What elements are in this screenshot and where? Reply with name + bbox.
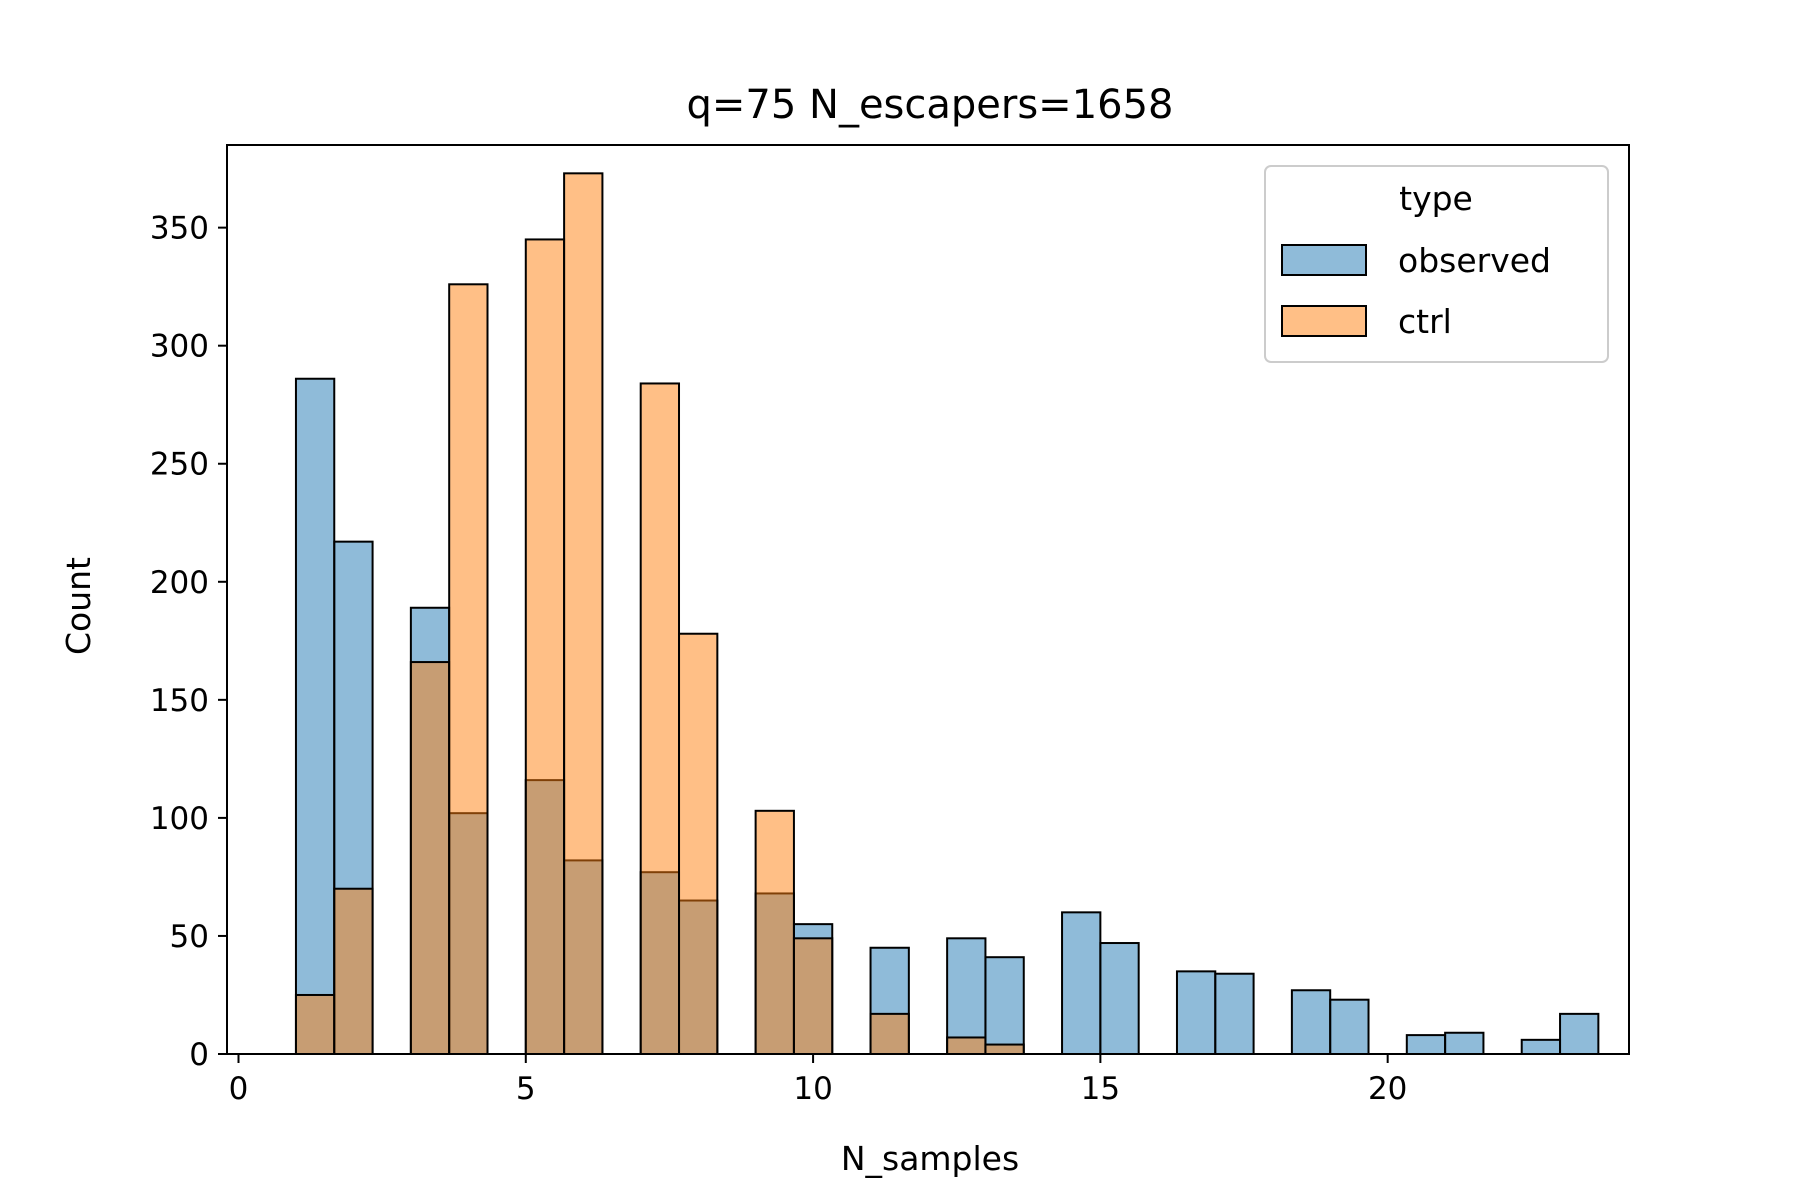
y-tick-label-0: 0 [189,1037,209,1073]
x-tick-label-4: 20 [1368,1071,1407,1107]
x-axis-ticks: 0 5 10 15 20 [229,1054,1407,1107]
bar-ctrl-5 [563,172,604,1056]
x-axis-label: N_samples [841,1139,1019,1178]
y-axis-ticks: 0 50 100 150 200 250 300 350 [150,211,227,1073]
bar-observed-17 [1290,989,1332,1056]
bar-observed-19 [1405,1034,1447,1056]
legend-label-ctrl: ctrl [1398,302,1452,341]
y-tick-label-2: 100 [150,801,209,837]
y-axis-label: Count [59,557,98,655]
legend-swatch-observed [1281,244,1367,276]
x-tick-label-0: 0 [229,1071,249,1107]
x-tick-label-3: 15 [1081,1071,1120,1107]
y-tick-label-7: 350 [150,211,209,247]
y-tick-label-1: 50 [170,919,209,955]
bar-ctrl-4 [524,238,566,1056]
bar-ctrl-2 [409,661,451,1055]
y-tick-label-6: 300 [150,329,209,365]
bar-observed-15 [1175,970,1217,1056]
x-tick-label-2: 10 [793,1071,832,1107]
bar-observed-0 [294,377,336,1055]
legend-title: type [1399,179,1473,218]
bar-ctrl-9 [792,937,834,1055]
bar-ctrl-0 [294,993,336,1055]
bar-observed-14 [1099,942,1140,1056]
bar-ctrl-3 [448,283,489,1056]
observed-bars [294,377,1600,1056]
bar-observed-22 [1559,1012,1600,1056]
y-tick-label-5: 250 [150,447,209,483]
bar-ctrl-6 [639,382,681,1056]
bar-ctrl-12 [984,1043,1025,1055]
ctrl-bars [294,172,1025,1056]
y-tick-label-3: 150 [150,683,209,719]
legend-label-observed: observed [1398,241,1551,280]
chart-title: q=75 N_escapers=1658 [687,82,1174,128]
legend: type observed ctrl [1264,165,1609,363]
x-tick-label-1: 5 [516,1071,536,1107]
bar-observed-20 [1444,1031,1485,1055]
y-tick-label-4: 200 [150,565,209,601]
legend-swatch-ctrl [1281,305,1367,337]
bar-observed-16 [1214,972,1255,1055]
bar-observed-13 [1061,911,1102,1055]
bar-observed-12 [984,956,1025,1055]
bar-ctrl-8 [754,809,795,1055]
plot-area-frame [226,144,1630,1055]
bar-ctrl-1 [333,887,374,1056]
bar-ctrl-7 [678,632,719,1055]
bar-ctrl-10 [869,1012,910,1056]
bar-observed-21 [1520,1038,1562,1055]
bar-observed-18 [1329,998,1370,1056]
bar-ctrl-11 [946,1036,987,1056]
